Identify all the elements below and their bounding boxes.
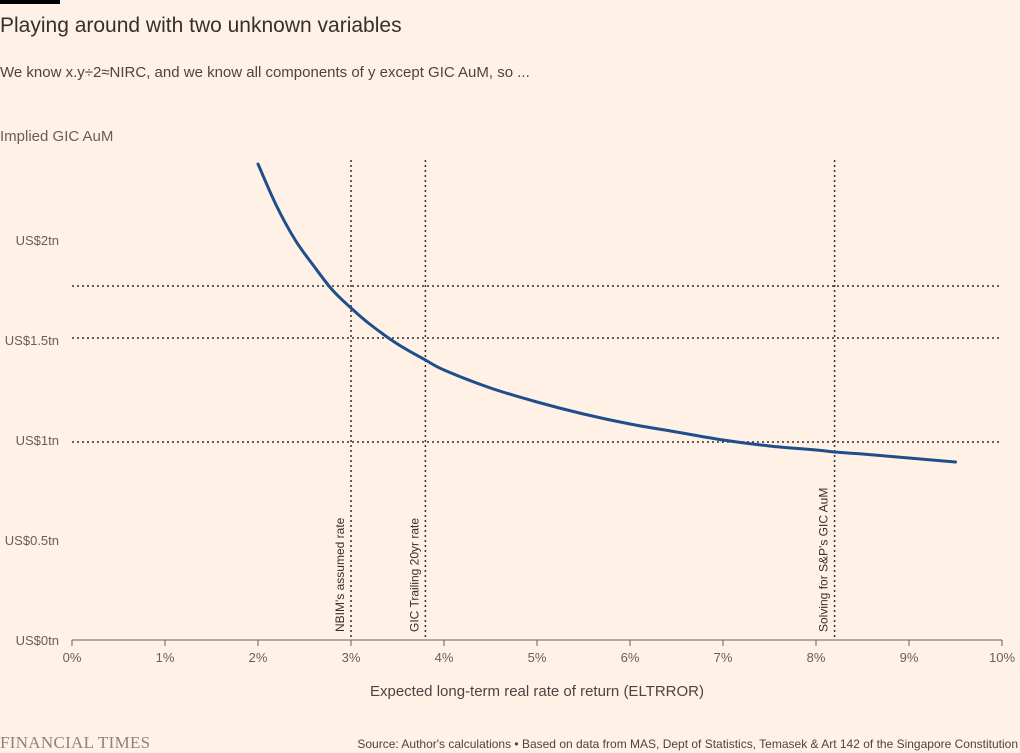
x-tick-label: 1%: [156, 650, 175, 665]
y-tick-label: US$0tn: [16, 633, 59, 648]
x-tick-label: 2%: [249, 650, 268, 665]
x-axis-title: Expected long-term real rate of return (…: [370, 683, 704, 700]
x-tick-label: 3%: [342, 650, 361, 665]
x-tick-label: 0%: [63, 650, 82, 665]
y-tick-label: US$1tn: [16, 433, 59, 448]
reference-lines: [72, 160, 1002, 640]
chart-subtitle: We know x.y÷2≈NIRC, and we know all comp…: [0, 64, 530, 81]
series-layer: [256, 162, 957, 464]
x-tick-label: 6%: [621, 650, 640, 665]
y-axis-title: Implied GIC AuM: [0, 128, 114, 145]
x-tick-label: 9%: [900, 650, 919, 665]
source-note: Source: Author's calculations • Based on…: [357, 737, 1018, 751]
x-tick-label: 7%: [714, 650, 733, 665]
x-tick-label: 10%: [989, 650, 1015, 665]
x-tick-label: 4%: [435, 650, 454, 665]
ref-line-label: NBIM's assumed rate: [333, 517, 347, 632]
y-tick-label: US$2tn: [16, 233, 59, 248]
ref-line-label: Solving for S&P's GIC AuM: [817, 488, 831, 632]
chart-title: Playing around with two unknown variable…: [0, 14, 402, 37]
series-line: [256, 162, 957, 464]
x-tick-label: 5%: [528, 650, 547, 665]
reference-labels: NBIM's assumed rate GIC Trailing 20yr rat…: [333, 488, 831, 632]
brand-accent-bar: [0, 0, 60, 4]
y-tick-label: US$0.5tn: [5, 533, 59, 548]
ft-logo: FINANCIAL TIMES: [0, 733, 151, 752]
x-tick-label: 8%: [807, 650, 826, 665]
y-tick-label: US$1.5tn: [5, 333, 59, 348]
ref-line-label: GIC Trailing 20yr rate: [407, 518, 421, 632]
axes: 0% 1% 2% 3% 4% 5% 6% 7% 8% 9% 10% US$0tn US$0.5tn US$…: [5, 233, 1016, 700]
